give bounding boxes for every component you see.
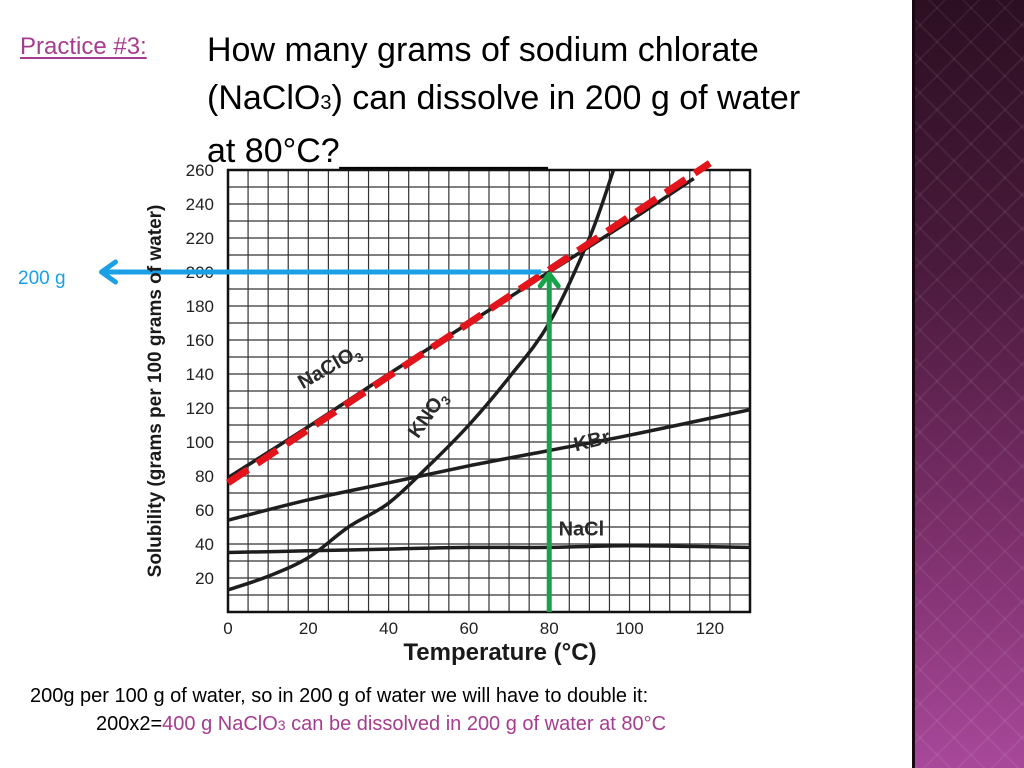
series-line-nacl — [228, 543, 750, 555]
answer-line-2-prefix: 200x2= — [96, 713, 163, 735]
question-subscript: 3 — [320, 92, 332, 114]
question-line-2-prefix: (NaClO — [207, 79, 321, 117]
green-arrow-head — [537, 271, 561, 289]
series-label-nacl: NaCl — [559, 519, 605, 541]
x-axis-label: Temperature (°C) — [403, 639, 596, 666]
y-tick-label: 220 — [186, 229, 214, 248]
y-tick-label: 120 — [186, 399, 214, 418]
question-line-2-suffix: ) can dissolve in 200 g of water — [331, 79, 801, 117]
y-tick-label: 140 — [186, 365, 214, 384]
question-text: How many grams of sodium chlorate (NaClO… — [207, 26, 912, 175]
answer-highlight-1: 400 g NaClO — [162, 713, 278, 735]
y-tick-label: 180 — [186, 297, 214, 316]
answer-text: 200g per 100 g of water, so in 200 g of … — [30, 682, 890, 739]
chart-overlays — [99, 160, 712, 612]
plot-frame — [226, 168, 752, 614]
y-tick-label: 20 — [195, 569, 214, 588]
question-line-3: at 80°C?___________ — [207, 132, 548, 170]
x-tick-label: 20 — [299, 619, 318, 638]
answer-subscript: 3 — [277, 717, 286, 733]
answer-highlight-2: can be dissolved in 200 g of water at 80… — [285, 713, 667, 735]
chart-axes — [226, 168, 752, 614]
x-tick-label: 80 — [540, 619, 559, 638]
y-tick-label: 80 — [195, 467, 214, 486]
x-tick-label: 100 — [615, 619, 643, 638]
x-tick-label: 60 — [459, 619, 478, 638]
y-axis-label: Solubility (grams per 100 grams of water… — [145, 205, 166, 578]
question-line-1: How many grams of sodium chlorate — [207, 31, 759, 69]
answer-line-1: 200g per 100 g of water, so in 200 g of … — [30, 685, 649, 707]
tick-labels: 0204060801001202040608010012014016018020… — [186, 161, 724, 638]
y-tick-label: 100 — [186, 433, 214, 452]
y-tick-label: 240 — [186, 195, 214, 214]
y-tick-label: 60 — [195, 501, 214, 520]
question-line-2: (NaClO3) can dissolve in 200 g of water — [207, 74, 912, 127]
y-tick-label: 40 — [195, 535, 214, 554]
practice-label: Practice #3: — [20, 33, 147, 60]
y-tick-label: 260 — [186, 161, 214, 180]
x-tick-label: 40 — [379, 619, 398, 638]
y-tick-label: 160 — [186, 331, 214, 350]
x-tick-label: 120 — [696, 619, 724, 638]
x-tick-label: 0 — [223, 619, 232, 638]
answer-line-2: 200x2=400 g NaClO3 can be dissolved in 2… — [30, 710, 890, 739]
series-line-kno3 — [228, 170, 616, 592]
decorative-side-panel — [912, 0, 1024, 768]
red-dashed-trend-line — [226, 160, 712, 486]
series-line-kbr — [228, 407, 750, 522]
blue-arrow-head — [99, 259, 119, 285]
arrow-value-label: 200 g — [18, 268, 66, 289]
